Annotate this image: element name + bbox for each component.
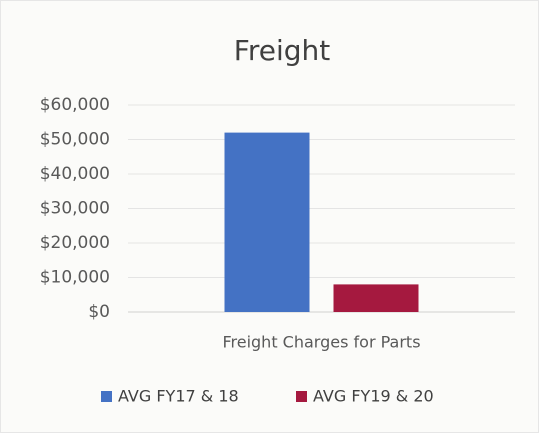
y-tick-label: $10,000 xyxy=(40,268,110,288)
y-tick-label: $0 xyxy=(88,302,110,322)
y-tick-label: $60,000 xyxy=(40,95,110,115)
legend-label: AVG FY19 & 20 xyxy=(313,387,434,406)
y-tick-label: $50,000 xyxy=(40,130,110,150)
legend-swatch xyxy=(296,391,307,402)
legend-label: AVG FY17 & 18 xyxy=(118,387,239,406)
chart-title: Freight xyxy=(234,34,330,67)
y-tick-label: $30,000 xyxy=(40,199,110,219)
legend-swatch xyxy=(101,391,112,402)
y-tick-label: $40,000 xyxy=(40,164,110,184)
y-tick-label: $20,000 xyxy=(40,233,110,253)
bar xyxy=(224,132,310,312)
bar xyxy=(333,284,419,312)
x-tick-label: Freight Charges for Parts xyxy=(222,333,420,352)
